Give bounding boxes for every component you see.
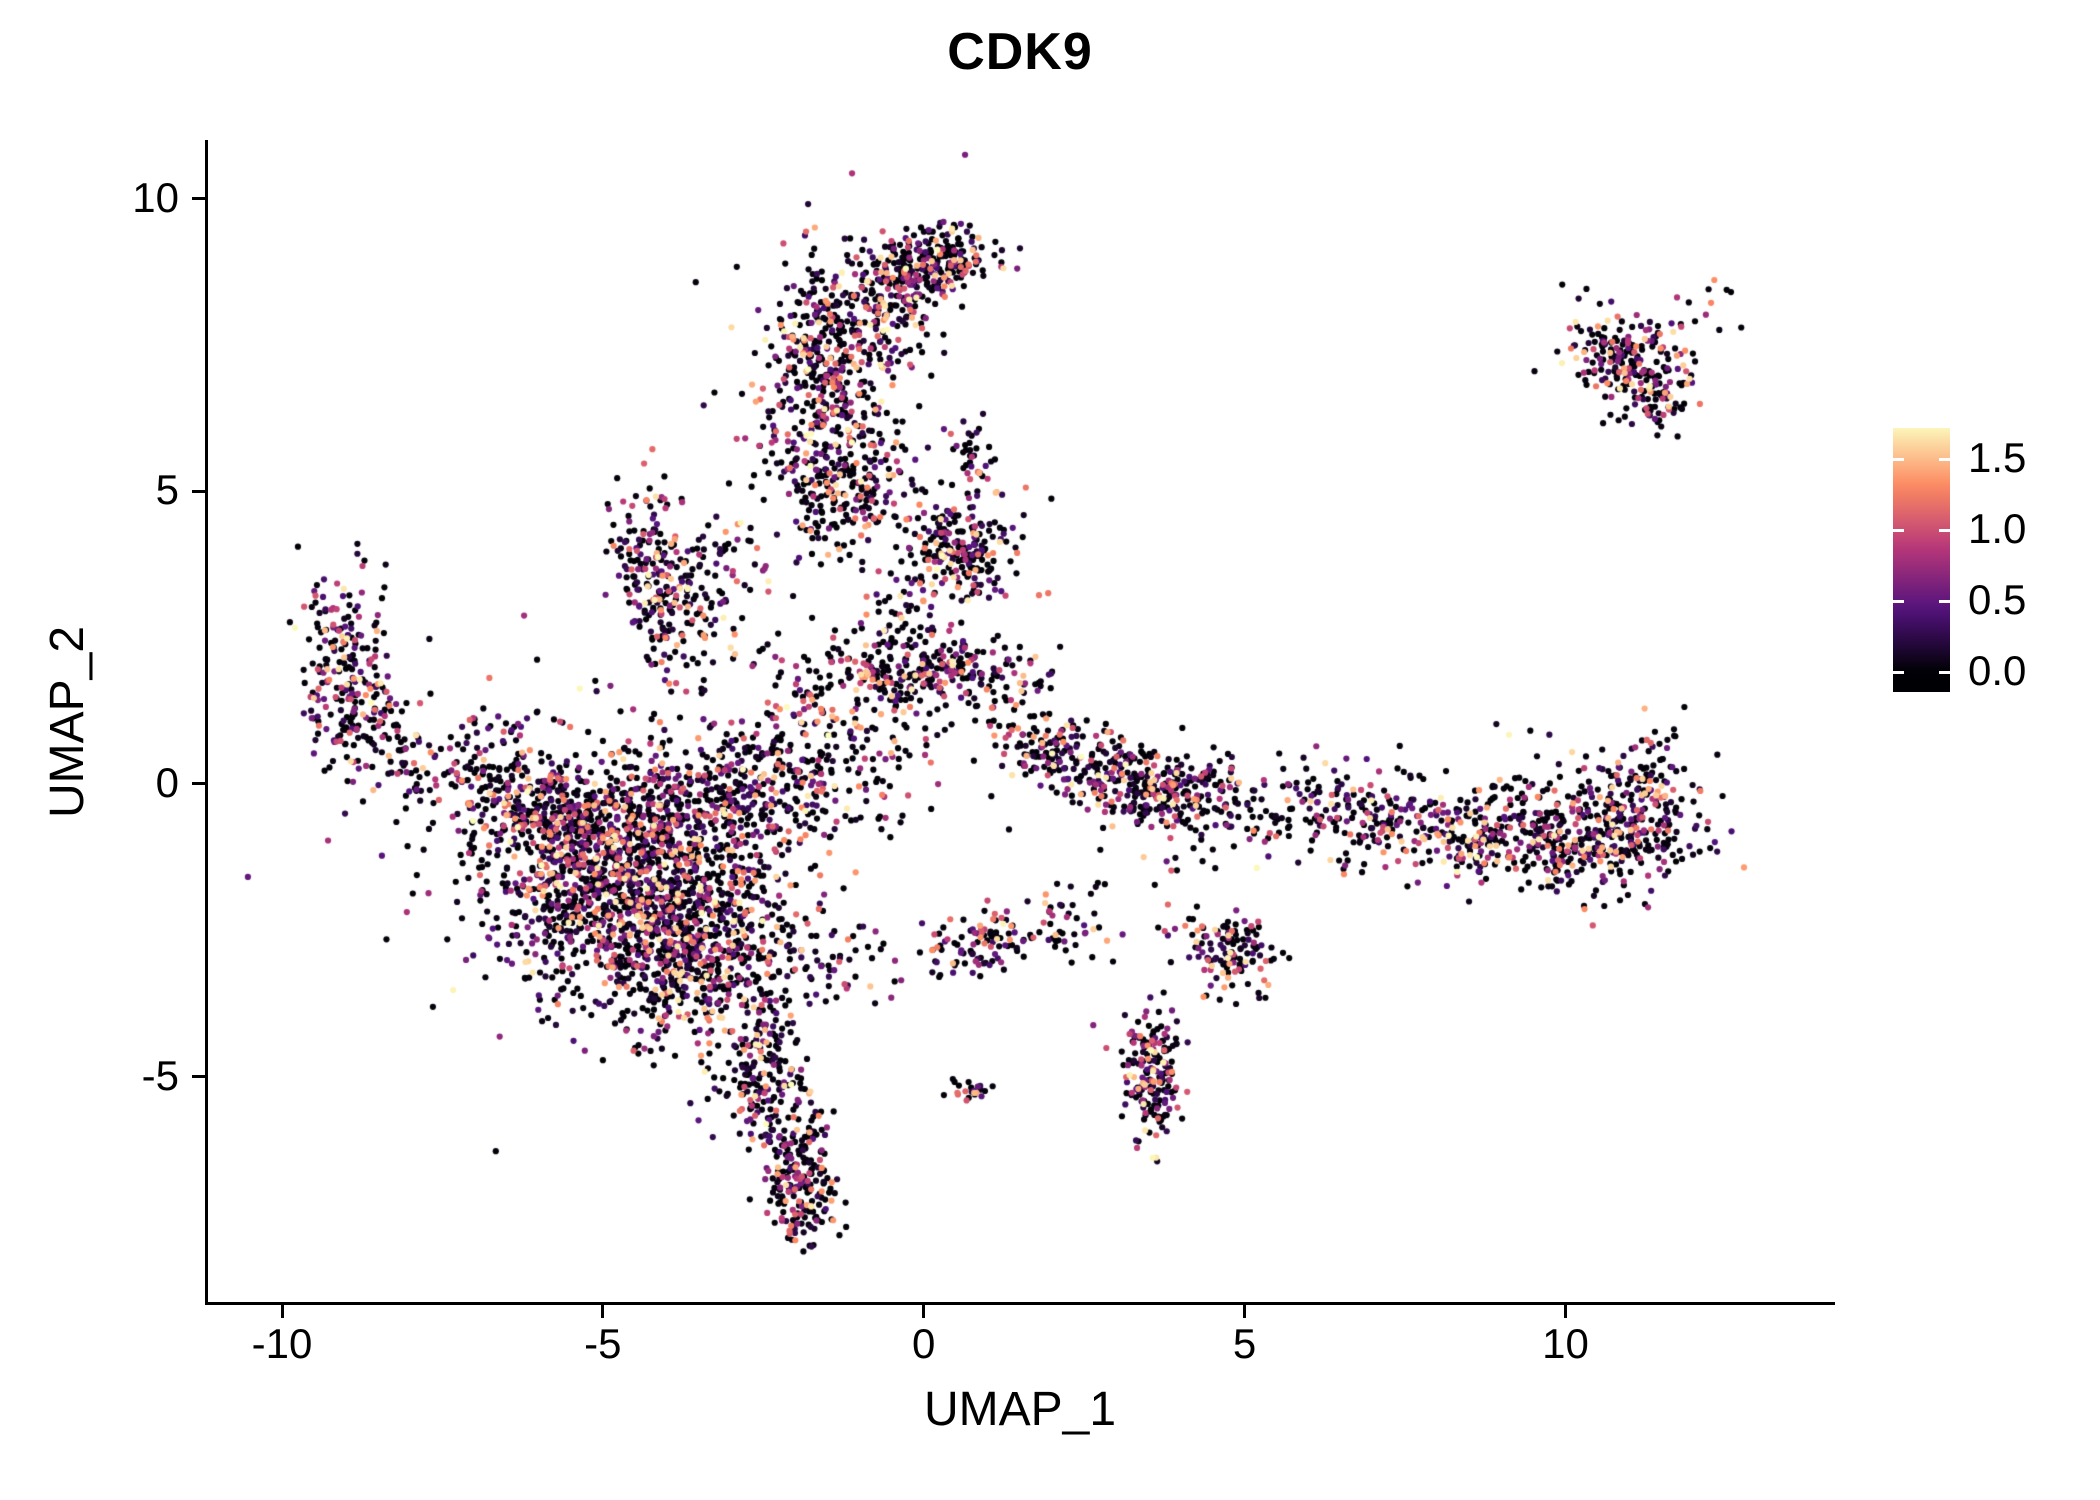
colorbar-tick-mark xyxy=(1893,670,1904,674)
colorbar-tick-mark xyxy=(1939,670,1950,674)
x-tick-mark xyxy=(1563,1305,1567,1318)
y-tick-mark xyxy=(192,1075,205,1079)
colorbar-tick-mark xyxy=(1893,457,1904,461)
y-tick-label: -5 xyxy=(141,1051,179,1099)
chart-title: CDK9 xyxy=(947,23,1093,81)
colorbar-tick-label: 0.5 xyxy=(1968,576,2027,624)
x-axis-label: UMAP_1 xyxy=(923,1383,1117,1436)
x-tick-label: -10 xyxy=(251,1320,313,1367)
colorbar-tick-mark xyxy=(1939,457,1950,461)
y-tick-label: 10 xyxy=(132,173,179,221)
x-tick-mark xyxy=(922,1305,926,1318)
x-tick-mark xyxy=(601,1305,605,1318)
y-tick-mark xyxy=(192,489,205,493)
colorbar-tick-label: 1.0 xyxy=(1968,505,2027,553)
scatter-points-canvas xyxy=(205,140,1835,1305)
x-tick-mark xyxy=(280,1305,284,1318)
colorbar-tick-mark xyxy=(1893,528,1904,532)
x-tick-label: -5 xyxy=(584,1320,622,1367)
y-tick-mark xyxy=(192,782,205,786)
y-tick-label: 0 xyxy=(155,758,179,806)
y-tick-mark xyxy=(192,197,205,201)
x-tick-label: 10 xyxy=(1542,1320,1589,1367)
colorbar-tick-label: 0.0 xyxy=(1968,647,2027,695)
x-tick-label: 0 xyxy=(912,1320,936,1367)
colorbar-tick-mark xyxy=(1939,528,1950,532)
colorbar-tick-label: 1.5 xyxy=(1968,434,2027,482)
y-axis-label: UMAP_2 xyxy=(41,625,94,819)
colorbar-gradient xyxy=(1893,428,1950,692)
x-tick-label: 5 xyxy=(1232,1320,1257,1367)
colorbar-tick-mark xyxy=(1939,599,1950,603)
y-tick-label: 5 xyxy=(155,466,179,514)
x-tick-mark xyxy=(1243,1305,1247,1318)
colorbar-tick-mark xyxy=(1893,599,1904,603)
